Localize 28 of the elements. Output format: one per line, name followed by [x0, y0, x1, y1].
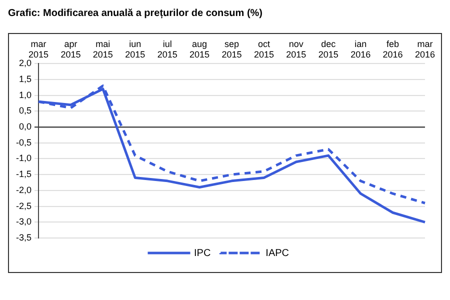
chart-title: Grafic: Modificarea anuală a prețurilor de consum (%)	[8, 8, 264, 19]
x-tick-label: aug 2015	[190, 38, 210, 60]
x-tick-label: sep 2015	[222, 38, 242, 60]
x-tick-label: mai 2015	[92, 38, 113, 60]
x-tick-label: mar 2016	[414, 38, 436, 60]
y-tick-label: 1,5	[18, 74, 32, 84]
x-tick-label: feb 2016	[382, 38, 403, 60]
y-tick-label: -1,5	[16, 169, 32, 180]
y-tick-label: -1,0	[16, 153, 32, 164]
y-tick-label: -3,5	[16, 232, 32, 242]
y-tick-label: 1,0	[18, 90, 32, 100]
legend-label: IAPC	[266, 248, 290, 259]
x-tick-label: mar 2015	[28, 38, 49, 60]
x-tick-label: iul 2015	[157, 38, 178, 60]
x-tick-label: oct 2015	[254, 38, 274, 60]
x-tick-label: iun 2015	[125, 38, 146, 60]
y-tick-label: -0,5	[16, 137, 32, 148]
x-tick-label: dec 2015	[318, 38, 338, 60]
x-tick-label: apr 2015	[60, 38, 81, 60]
x-tick-label: ian 2016	[350, 38, 371, 60]
y-tick-label: 0,5	[18, 106, 32, 116]
legend-label: IPC	[194, 248, 211, 259]
y-tick-label: -2,0	[16, 184, 32, 195]
y-tick-label: -3,0	[16, 216, 32, 227]
x-tick-label: nov 2015	[286, 38, 306, 60]
y-tick-label: -2,5	[16, 200, 32, 211]
y-tick-label: 0,0	[18, 122, 32, 132]
y-tick-label: 2,0	[18, 58, 32, 68]
